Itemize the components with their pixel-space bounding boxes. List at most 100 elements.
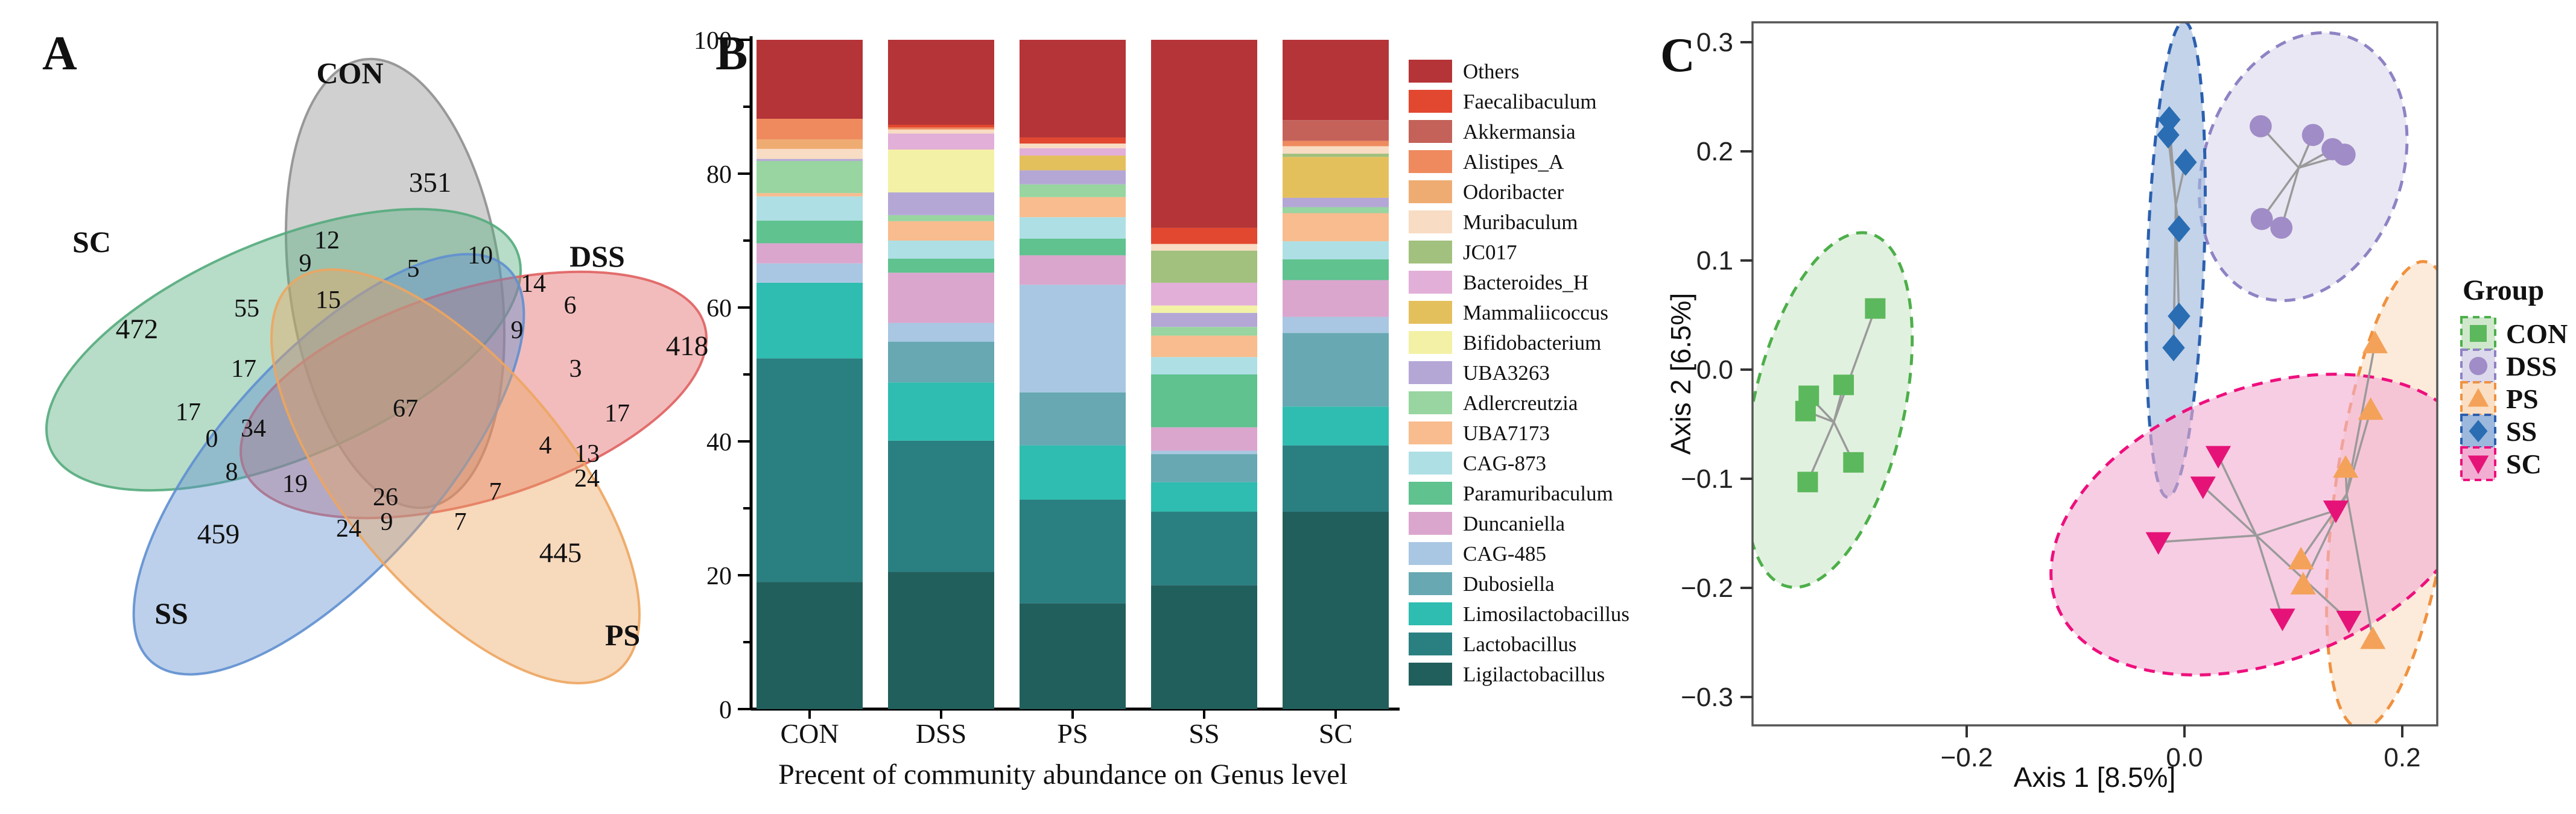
scatter-data-area <box>1753 22 2437 725</box>
bar-segment-UBA3263 <box>1020 170 1126 185</box>
venn-region-count: 17 <box>604 400 630 428</box>
bar-segment-Lactobacillus <box>1151 511 1257 585</box>
bar-legend-item: Ligilactobacillus <box>1409 663 1605 686</box>
scatter-x-tick-label: 0.2 <box>2384 743 2420 772</box>
bar-segment-Paramuribaculum <box>757 220 863 244</box>
bar-legend-item: Duncaniella <box>1409 512 1566 535</box>
scatter-points-CON <box>1795 298 1886 493</box>
bar-legend-item: CAG-873 <box>1409 452 1546 475</box>
scatter-y-tick-label: −0.3 <box>1681 683 1733 712</box>
scatter-axes: −0.2 0.0 0.2 0.3 0.2 0.1 0.0 −0.1 −0.2 −0.3 <box>1681 28 2420 772</box>
bar-legend-swatch <box>1409 421 1452 444</box>
bar-cat-label-SC: SC <box>1319 718 1353 749</box>
venn-region-count: 24 <box>574 465 600 493</box>
bar-segment-Limosilactobacillus <box>1151 482 1257 512</box>
bar-segment-CAG-485 <box>888 323 994 342</box>
bar-legend-label: Duncaniella <box>1463 512 1566 535</box>
bar-segment-Duncaniella <box>1283 280 1389 317</box>
bar-segment-Limosilactobacillus <box>1283 406 1389 446</box>
scatter-points-PS <box>2288 330 2388 649</box>
bar-legend: Others Faecalibaculum Akkermansia Alistipes… <box>1409 60 1629 686</box>
bar-segment-Bacteroides_H <box>1151 282 1257 306</box>
bar-segment-Ligilactobacillus <box>1151 585 1257 709</box>
bar-segment-CAG-873 <box>1151 357 1257 374</box>
bar-segment-Lactobacillus <box>1020 499 1126 604</box>
bar-y-tick-label: 0 <box>719 696 732 724</box>
venn-region-count: 418 <box>666 330 709 362</box>
bar-segment-Paramuribaculum <box>1151 374 1257 428</box>
bar-legend-swatch <box>1409 301 1452 324</box>
bar-segment-Adlercreutzia <box>1020 184 1126 197</box>
bar-segment-Duncaniella <box>1020 255 1126 285</box>
bar-segment-Ligilactobacillus <box>888 572 994 709</box>
bar-segment-UBA3263 <box>757 159 863 161</box>
bar-cat-label-PS: PS <box>1057 718 1088 749</box>
scatter-point-SS <box>2168 215 2191 242</box>
bar-segment-Others <box>1151 40 1257 228</box>
venn-set-label-CON: CON <box>316 56 383 90</box>
venn-ellipses <box>45 57 708 685</box>
scatter-legend-title: Group <box>2463 274 2544 306</box>
bar-legend-swatch <box>1409 60 1452 83</box>
bar-legend-item: UBA3263 <box>1409 361 1550 385</box>
scatter-legend-item-DSS: DSS <box>2460 349 2557 383</box>
bar-cat-label-SS: SS <box>1188 718 1219 749</box>
scatter-point-SC <box>2145 532 2171 555</box>
venn-region-count: 459 <box>197 519 240 550</box>
scatter-point-SC <box>2190 476 2216 499</box>
scatter-tree-edge <box>2346 409 2372 494</box>
bar-segment-Lactobacillus <box>1283 445 1389 512</box>
bar-segment-JC017 <box>1283 153 1389 157</box>
bar-segment-Muribaculum <box>757 148 863 159</box>
scatter-point-SC <box>2336 610 2362 634</box>
scatter-legend-item-CON: CON <box>2460 316 2568 351</box>
bar-segment-CAG-485 <box>1283 317 1389 333</box>
venn-region-count: 55 <box>234 295 259 323</box>
bar-legend-swatch <box>1409 391 1452 414</box>
bar-segment-UBA3263 <box>1151 312 1257 327</box>
bar-legend-item: Lactobacillus <box>1409 633 1577 656</box>
scatter-tree-edge <box>2255 535 2284 619</box>
venn-region-count: 10 <box>468 242 493 270</box>
scatter-tree-edge <box>2217 455 2257 536</box>
bar-segment-Faecalibaculum <box>1020 137 1126 144</box>
bar-legend-label: Bacteroides_H <box>1463 271 1588 294</box>
scatter-point-PS <box>2288 546 2314 570</box>
bar-segment-Adlercreutzia <box>1151 327 1257 336</box>
scatter-legend-label: CON <box>2506 318 2568 349</box>
bar-legend-label: Muribaculum <box>1463 210 1578 234</box>
venn-region-count: 445 <box>539 537 582 569</box>
panel-c-pcoa: C −0.2 0.0 0.2 0.3 0.2 0.1 0.0 −0.1 −0.2 −0.3 Axi… <box>1660 21 2568 793</box>
bar-segment-UBA7173 <box>1020 197 1126 218</box>
venn-region-count: 24 <box>336 515 361 543</box>
scatter-y-tick-label: −0.1 <box>1681 464 1733 494</box>
bar-segment-Muribaculum <box>888 129 994 134</box>
scatter-legend-item-SC: SC <box>2460 446 2542 481</box>
scatter-legend-label: PS <box>2506 383 2539 414</box>
bar-segment-Bifidobacterium <box>1151 305 1257 313</box>
venn-ellipse-DSS <box>240 270 708 520</box>
bar-legend-item: Others <box>1409 60 1519 83</box>
scatter-point-DSS <box>2302 124 2324 147</box>
bar-legend-swatch <box>1409 331 1452 354</box>
bar-legend-label: CAG-873 <box>1463 452 1546 475</box>
scatter-legend-item-PS: PS <box>2460 381 2539 416</box>
bar-segment-UBA3263 <box>1283 197 1389 207</box>
bar-segment-Alistipes_A <box>1283 140 1389 147</box>
venn-region-count: 7 <box>454 508 467 536</box>
scatter-tree-edge <box>2158 534 2257 543</box>
bar-legend-label: CAG-485 <box>1463 542 1546 566</box>
bar-segment-UBA3263 <box>888 192 994 215</box>
scatter-point-SS <box>2158 106 2181 133</box>
bar-legend-label: UBA3263 <box>1463 361 1550 385</box>
bar-legend-item: CAG-485 <box>1409 542 1546 566</box>
bar-legend-swatch <box>1409 633 1452 655</box>
scatter-legend-marker <box>2467 388 2489 407</box>
bar-segment-Muribaculum <box>1283 146 1389 154</box>
scatter-point-SS <box>2162 334 2185 362</box>
bar-legend-swatch <box>1409 120 1452 143</box>
scatter-tree-edge <box>1833 308 1877 423</box>
bar-legend-swatch <box>1409 241 1452 263</box>
